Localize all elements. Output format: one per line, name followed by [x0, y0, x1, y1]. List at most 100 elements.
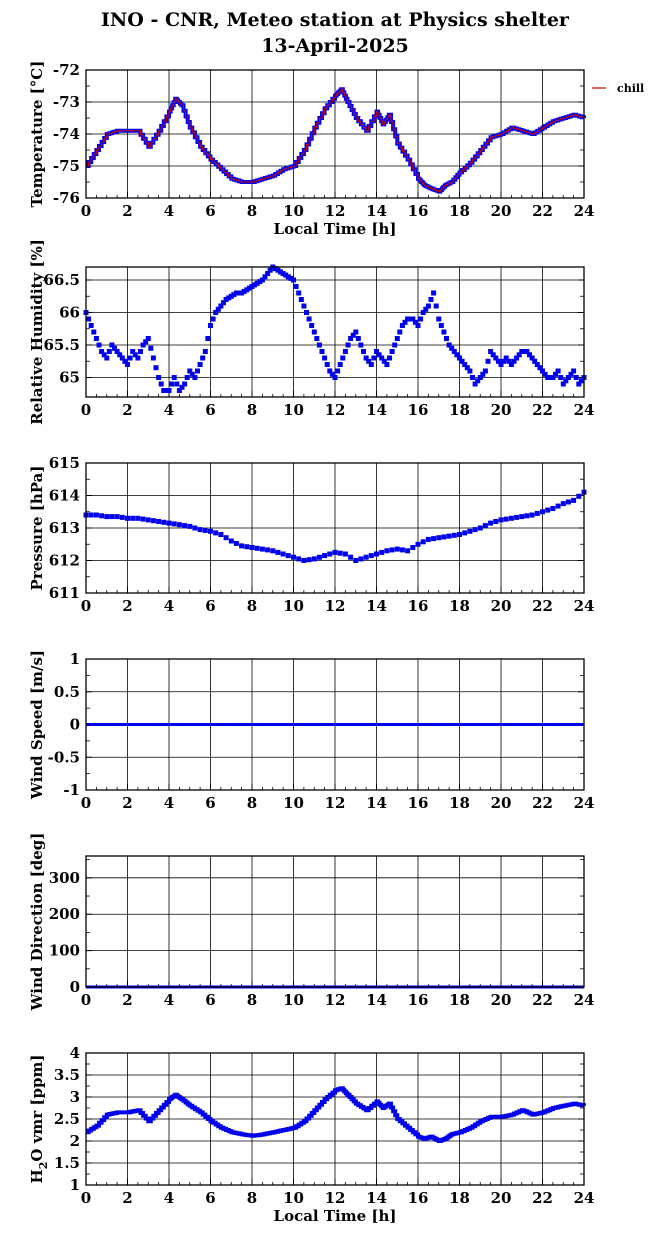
- y-tick-label: 200: [49, 905, 80, 923]
- x-tick-label: 8: [247, 401, 257, 419]
- data-point: [109, 342, 115, 348]
- x-tick-label: 6: [205, 401, 215, 419]
- y-axis-label: Temperature [°C]: [28, 61, 46, 208]
- data-point: [402, 319, 408, 325]
- data-point: [254, 280, 260, 286]
- x-tick-label: 22: [532, 597, 553, 615]
- data-point: [228, 538, 234, 544]
- x-tick-label: 6: [205, 794, 215, 812]
- data-point: [438, 323, 444, 328]
- data-point: [368, 362, 374, 367]
- data-point: [565, 499, 571, 505]
- data-point: [423, 306, 429, 312]
- data-point: [101, 352, 107, 358]
- data-point: [340, 355, 346, 361]
- data-point: [503, 516, 509, 522]
- data-point: [171, 375, 177, 380]
- data-point: [425, 536, 431, 542]
- x-tick-label: 2: [122, 202, 132, 220]
- x-tick-label: 4: [164, 794, 174, 812]
- plot-frame: [85, 69, 585, 199]
- data-point: [202, 349, 208, 354]
- data-point: [371, 355, 377, 361]
- data-point: [322, 355, 328, 361]
- data-point: [96, 342, 102, 348]
- data-point: [553, 371, 558, 377]
- data-point: [278, 269, 283, 275]
- data-point: [446, 533, 452, 539]
- data-point: [161, 519, 167, 525]
- data-point: [565, 375, 571, 380]
- data-point: [221, 300, 226, 306]
- data-point: [176, 388, 182, 393]
- data-point: [252, 282, 258, 288]
- data-point: [451, 532, 457, 538]
- data-point: [394, 546, 400, 552]
- data-point: [213, 310, 219, 315]
- panel-3: 0 2 4 6 8 10 12 14 16 18 20 22 24611612613614615Pres…: [28, 454, 594, 615]
- x-tick-label: 14: [366, 991, 387, 1009]
- x-tick-label: 4: [164, 202, 174, 220]
- x-tick-label: 14: [366, 597, 387, 615]
- data-point: [314, 336, 320, 341]
- data-point: [550, 506, 556, 511]
- data-point: [135, 355, 141, 361]
- x-tick-label: 0: [81, 401, 91, 419]
- data-point: [332, 549, 338, 555]
- data-point: [202, 527, 208, 533]
- data-point: [327, 551, 333, 557]
- data-point: [233, 540, 239, 546]
- data-point: [348, 554, 354, 560]
- data-point: [384, 548, 390, 554]
- data-point: [275, 549, 281, 555]
- data-point: [226, 295, 232, 301]
- data-point: [135, 515, 141, 521]
- x-tick-label: 24: [574, 401, 595, 419]
- data-point: [127, 355, 133, 361]
- data-point: [270, 548, 276, 554]
- data-point: [379, 355, 385, 361]
- y-tick-label: 1.5: [54, 1154, 80, 1172]
- panel-1: 0 2 4 6 8 10 12 14 16 18 20 22 24-76-75-74-73-72Temp…: [28, 61, 594, 238]
- x-tick-label: 14: [366, 202, 387, 220]
- data-point: [153, 365, 159, 371]
- data-point: [578, 378, 584, 384]
- data-point: [477, 375, 483, 380]
- x-tick-label: 20: [491, 991, 512, 1009]
- data-point: [205, 336, 211, 341]
- data-point: [459, 358, 465, 364]
- legend: chill: [592, 82, 644, 95]
- data-point: [545, 375, 551, 380]
- data-point: [306, 316, 312, 322]
- data-point: [179, 384, 185, 390]
- data-point: [138, 349, 143, 354]
- data-point: [524, 349, 530, 354]
- data-point: [322, 553, 328, 559]
- data-point: [197, 527, 203, 533]
- data-point: [467, 528, 473, 534]
- y-tick-label: 2.5: [54, 1110, 80, 1128]
- data-point: [568, 371, 574, 377]
- x-tick-label: 4: [164, 1189, 174, 1207]
- data-point: [267, 267, 273, 273]
- x-tick-label: 0: [81, 1189, 91, 1207]
- y-tick-label: 611: [49, 584, 80, 602]
- data-point: [415, 541, 421, 547]
- data-point: [316, 342, 322, 348]
- y-tick-label: 2: [70, 1132, 80, 1150]
- x-tick-label: 24: [574, 597, 595, 615]
- x-tick-label: 12: [325, 794, 346, 812]
- data-point: [145, 336, 151, 341]
- data-point: [239, 290, 245, 296]
- data-point: [125, 362, 130, 367]
- data-point: [389, 547, 395, 553]
- data-point: [285, 274, 291, 280]
- x-tick-label: 8: [247, 991, 257, 1009]
- x-tick-label: 24: [574, 794, 595, 812]
- data-point: [342, 551, 348, 557]
- data-point: [368, 553, 374, 559]
- x-tick-label: 8: [247, 202, 257, 220]
- data-point: [293, 284, 299, 289]
- data-point: [511, 358, 517, 364]
